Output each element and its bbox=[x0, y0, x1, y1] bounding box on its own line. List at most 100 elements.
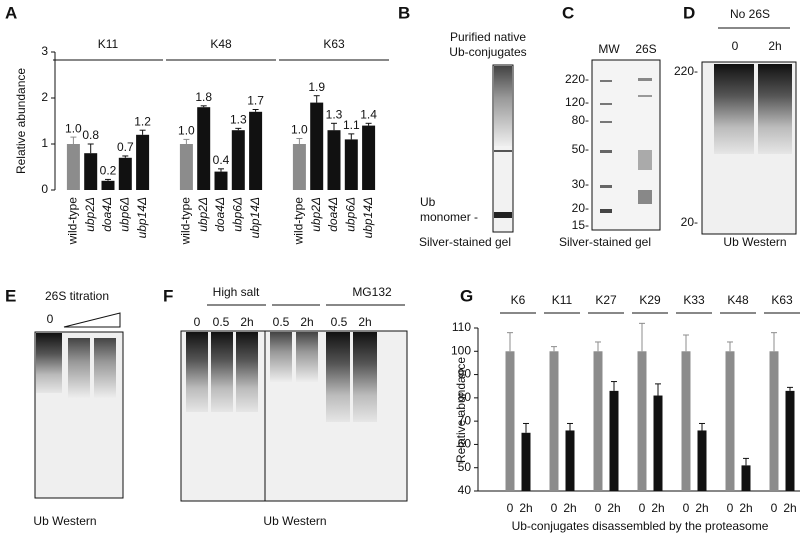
x-tick-label: ubp6Δ bbox=[230, 197, 244, 232]
bar bbox=[310, 102, 324, 190]
value-label: 1.7 bbox=[247, 94, 264, 108]
x-tick-label: 2h bbox=[783, 501, 796, 515]
bar bbox=[344, 139, 358, 190]
y-tick-label: 60 bbox=[458, 437, 472, 451]
marker-label: 20- bbox=[572, 201, 589, 215]
bar bbox=[249, 111, 263, 190]
y-tick-label: 40 bbox=[458, 483, 472, 497]
marker-label: 80- bbox=[572, 113, 589, 127]
bar bbox=[214, 171, 228, 190]
group-label: K48 bbox=[727, 293, 749, 307]
x-tick-label: 0 bbox=[507, 501, 514, 515]
y-tick-label: 2 bbox=[41, 90, 48, 104]
caption: Silver-stained gel bbox=[419, 235, 511, 249]
x-tick-label: 0 bbox=[771, 501, 778, 515]
gel-smear bbox=[494, 66, 512, 146]
bar bbox=[136, 134, 150, 190]
group-label: K33 bbox=[683, 293, 705, 307]
bar bbox=[197, 107, 211, 190]
group-label: MG132 bbox=[352, 285, 392, 299]
gel-smear bbox=[36, 333, 62, 393]
group-label: K29 bbox=[639, 293, 661, 307]
value-label: 1.3 bbox=[230, 113, 247, 127]
marker-label: Ub bbox=[420, 195, 436, 209]
panel-letter: F bbox=[163, 286, 173, 305]
gel-smear bbox=[353, 332, 377, 422]
bar bbox=[785, 390, 795, 491]
lane-label: 2h bbox=[300, 315, 313, 329]
panel-letter: C bbox=[562, 3, 574, 22]
x-tick-label: wild-type bbox=[292, 197, 306, 246]
value-label: 0.2 bbox=[100, 164, 117, 178]
lane-label: 0 bbox=[194, 315, 201, 329]
group-label: K27 bbox=[595, 293, 617, 307]
gel-smear bbox=[94, 338, 116, 398]
y-tick-label: 1 bbox=[41, 136, 48, 150]
gel bbox=[34, 331, 124, 499]
gel-band bbox=[494, 150, 512, 152]
x-tick-label: 2h bbox=[519, 501, 532, 515]
x-tick-label: ubp14Δ bbox=[135, 197, 149, 238]
group-label: K48 bbox=[210, 37, 232, 51]
gel bbox=[180, 330, 408, 502]
gel-smear bbox=[236, 332, 258, 412]
lane-label: 26S bbox=[635, 42, 656, 56]
gel-band bbox=[638, 190, 652, 204]
marker-label: monomer - bbox=[420, 210, 478, 224]
bar bbox=[84, 153, 98, 190]
bar bbox=[505, 351, 515, 491]
y-tick-label: 80 bbox=[458, 390, 472, 404]
bar bbox=[653, 395, 663, 491]
bar bbox=[549, 351, 559, 491]
bar bbox=[725, 351, 735, 491]
x-tick-label: wild-type bbox=[179, 197, 193, 246]
gel-smear bbox=[211, 332, 233, 412]
gel-smear bbox=[326, 332, 350, 422]
gel bbox=[701, 61, 797, 235]
y-tick-label: 110 bbox=[452, 320, 471, 334]
x-tick-label: ubp2Δ bbox=[196, 197, 210, 232]
x-tick-label: wild-type bbox=[66, 197, 80, 246]
y-axis-label: Relative abundance bbox=[454, 357, 468, 463]
group-label: K63 bbox=[323, 37, 345, 51]
gel-band bbox=[600, 185, 612, 188]
x-tick-label: 2h bbox=[563, 501, 576, 515]
x-tick-label: doa4Δ bbox=[213, 197, 227, 232]
group-label: K63 bbox=[771, 293, 793, 307]
lane-label: 0 bbox=[732, 39, 739, 53]
bar bbox=[231, 130, 245, 190]
bar bbox=[327, 130, 341, 190]
lane-label: 0.5 bbox=[331, 315, 348, 329]
value-label: 1.0 bbox=[65, 121, 82, 135]
marker-label: 30- bbox=[572, 177, 589, 191]
value-label: 1.0 bbox=[291, 123, 308, 137]
value-label: 1.4 bbox=[360, 107, 377, 121]
bar bbox=[741, 465, 751, 491]
caption: Ub Western bbox=[33, 514, 96, 528]
panel-header: 26S titration bbox=[45, 289, 109, 303]
group-label: High salt bbox=[213, 285, 260, 299]
x-tick-label: ubp6Δ bbox=[117, 197, 131, 232]
marker-label: 120- bbox=[565, 95, 589, 109]
x-tick-label: 2h bbox=[695, 501, 708, 515]
panel-letter: A bbox=[5, 3, 17, 22]
titration-wedge bbox=[63, 312, 121, 328]
x-tick-label: ubp14Δ bbox=[361, 197, 375, 238]
y-tick-label: 50 bbox=[458, 460, 472, 474]
marker-label: 220- bbox=[565, 72, 589, 86]
gel-band bbox=[638, 95, 652, 97]
caption: Silver-stained gel bbox=[559, 235, 651, 249]
lane-label: 2h bbox=[358, 315, 371, 329]
bar bbox=[179, 144, 193, 190]
x-tick-label: 0 bbox=[595, 501, 602, 515]
gel-frame bbox=[591, 59, 661, 231]
y-tick-label: 90 bbox=[458, 367, 472, 381]
panel-title: Ub-conjugates bbox=[449, 45, 526, 59]
gel-smear bbox=[296, 332, 318, 382]
bar bbox=[565, 430, 575, 491]
bar bbox=[66, 144, 80, 190]
bar bbox=[681, 351, 691, 491]
value-label: 1.2 bbox=[134, 114, 151, 128]
bar bbox=[292, 144, 306, 190]
